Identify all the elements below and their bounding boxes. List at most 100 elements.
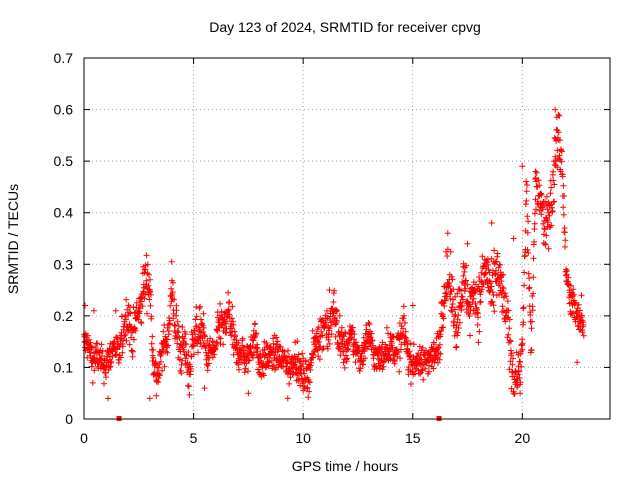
data-point — [407, 352, 414, 359]
data-point — [536, 182, 543, 189]
data-point — [430, 365, 437, 372]
data-point — [286, 380, 293, 387]
data-point — [289, 371, 296, 378]
data-point — [301, 370, 308, 377]
data-point — [179, 357, 186, 364]
data-point — [562, 243, 568, 250]
data-point — [149, 333, 156, 340]
data-point — [476, 274, 483, 280]
data-point — [324, 307, 330, 314]
data-point — [133, 299, 140, 306]
data-point — [153, 378, 160, 385]
data-point — [270, 340, 277, 347]
data-point — [277, 344, 284, 350]
data-point — [499, 303, 506, 310]
data-point — [174, 340, 181, 347]
data-point — [139, 303, 146, 310]
data-point — [140, 263, 147, 270]
data-point — [516, 368, 522, 375]
data-point — [240, 349, 247, 356]
data-point — [147, 302, 154, 309]
data-point — [478, 288, 484, 295]
data-point — [123, 296, 130, 303]
data-point — [245, 368, 251, 375]
x-axis-title: GPS time / hours — [292, 458, 399, 474]
data-point — [401, 319, 408, 326]
data-point — [119, 349, 126, 356]
data-point — [123, 337, 130, 344]
data-point — [548, 222, 555, 229]
data-point — [526, 284, 533, 291]
data-point — [454, 290, 461, 297]
data-point — [350, 336, 357, 343]
data-point — [397, 346, 404, 353]
data-point — [331, 287, 338, 294]
data-point — [556, 152, 563, 159]
data-point — [401, 312, 408, 319]
data-point — [579, 329, 586, 336]
data-point — [106, 364, 113, 371]
data-point — [555, 111, 562, 118]
data-point — [141, 295, 148, 302]
data-point — [547, 190, 554, 197]
x-tick-label: 15 — [405, 430, 421, 446]
data-point — [343, 358, 350, 365]
x-tick-label: 5 — [190, 430, 198, 446]
data-point — [147, 291, 154, 298]
data-point — [326, 340, 333, 347]
data-point — [309, 327, 316, 334]
data-point — [171, 322, 178, 328]
data-point — [526, 275, 533, 282]
data-point — [317, 343, 324, 350]
data-point — [186, 391, 193, 398]
data-point — [127, 310, 134, 317]
data-point — [494, 250, 501, 257]
data-point — [551, 181, 558, 188]
data-point — [168, 258, 175, 265]
data-point — [97, 356, 104, 363]
data-point — [574, 359, 581, 366]
data-point — [548, 184, 555, 191]
data-point — [89, 344, 95, 351]
data-point — [185, 382, 191, 389]
data-point — [482, 270, 489, 277]
data-point — [146, 395, 153, 402]
data-point — [158, 351, 165, 357]
data-point — [99, 348, 106, 354]
data-point — [531, 220, 538, 227]
data-point — [491, 308, 498, 315]
data-point — [200, 329, 207, 335]
data-point — [318, 328, 325, 335]
data-point — [550, 168, 557, 175]
data-point — [365, 319, 372, 326]
data-point — [169, 289, 176, 296]
data-point — [91, 367, 98, 374]
data-point — [148, 340, 155, 347]
data-point — [294, 338, 301, 345]
data-point — [561, 229, 568, 236]
data-point — [490, 302, 497, 309]
data-point — [197, 326, 203, 333]
data-point — [519, 346, 526, 353]
data-point — [340, 359, 347, 366]
data-point — [580, 322, 587, 328]
data-point — [500, 271, 507, 278]
data-point — [190, 342, 197, 349]
data-point — [241, 369, 248, 376]
data-point — [292, 359, 299, 366]
data-point — [405, 364, 412, 370]
data-point — [117, 354, 124, 361]
data-point — [165, 342, 171, 349]
data-point — [245, 390, 252, 397]
data-point — [196, 305, 203, 312]
data-point — [505, 307, 512, 314]
data-point — [426, 368, 432, 375]
data-point — [105, 367, 112, 373]
data-point — [467, 303, 474, 310]
data-point — [89, 379, 96, 386]
data-point — [123, 316, 129, 323]
data-point — [303, 365, 310, 372]
x-tick-label: 20 — [515, 430, 531, 446]
data-point — [268, 357, 275, 364]
